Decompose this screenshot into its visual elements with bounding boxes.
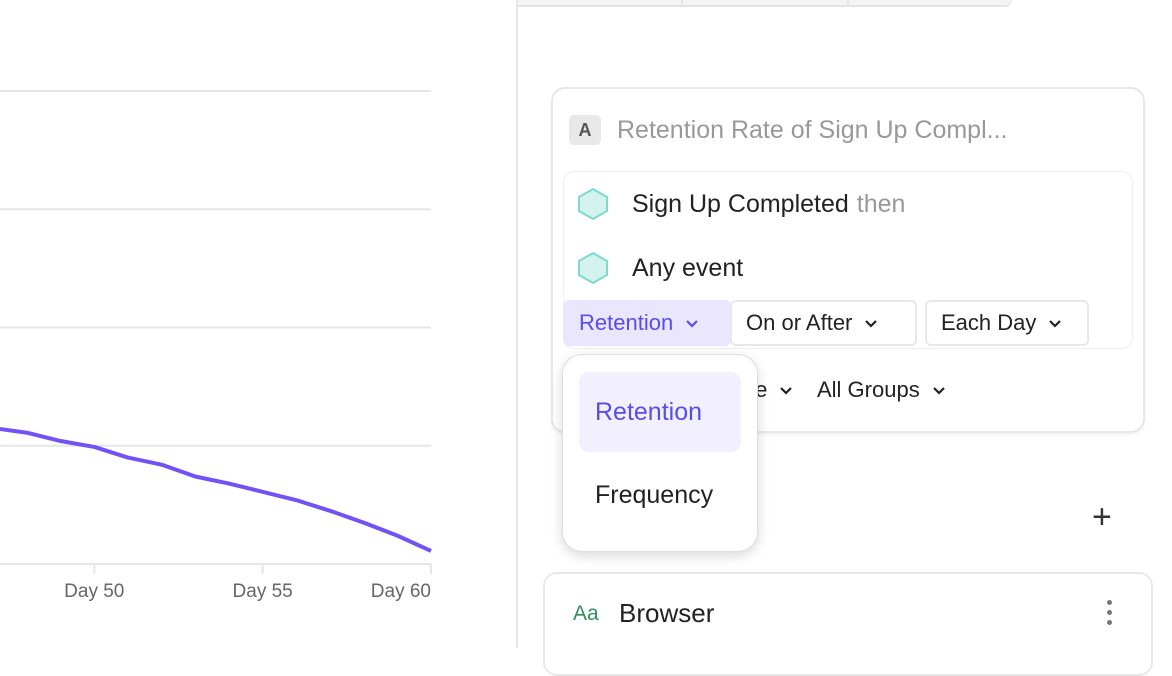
tab[interactable] [849, 0, 1012, 5]
metric-badge: A [569, 115, 601, 145]
criteria-select-label: On or After [746, 310, 853, 335]
event-row[interactable]: Sign Up Completed then [578, 188, 905, 220]
menu-item-frequency[interactable]: Frequency [595, 480, 714, 509]
x-tick-label: Day 50 [64, 581, 124, 602]
text-property-icon: Aa [573, 602, 599, 625]
more-options-icon[interactable] [1107, 600, 1113, 630]
interval-select[interactable]: Each Day [925, 300, 1089, 346]
type-select[interactable]: Retention [563, 300, 731, 346]
metric-card: A Retention Rate of Sign Up Compl... Sig… [551, 87, 1145, 433]
top-tabs [518, 0, 1012, 7]
event-name: Sign Up Completed [632, 189, 849, 218]
chevron-down-icon [865, 320, 878, 328]
interval-select-label: Each Day [941, 310, 1037, 335]
event-row[interactable]: Any event [578, 252, 743, 284]
event-hexagon-icon [578, 252, 608, 284]
chevron-down-icon [1049, 320, 1062, 328]
menu-item-retention[interactable]: Retention [579, 372, 741, 452]
event-name: Any event [632, 253, 744, 282]
groups-select[interactable]: All Groups [817, 377, 946, 403]
tab[interactable] [683, 0, 849, 5]
series-line [0, 426, 432, 553]
x-tick-label: Day 60 [371, 581, 431, 602]
retention-chart: Day 50 Day 55 Day 60 [0, 90, 432, 602]
criteria-select[interactable]: On or After [730, 300, 917, 346]
chevron-down-icon [780, 387, 793, 395]
breakdown-card[interactable]: Aa Browser [543, 572, 1153, 676]
event-hexagon-icon [578, 188, 608, 220]
breakdown-name: Browser [619, 598, 715, 628]
chevron-down-icon [932, 387, 945, 395]
metric-title[interactable]: Retention Rate of Sign Up Compl... [617, 116, 1008, 144]
events-box: Sign Up Completed then Any event [563, 171, 1133, 349]
panel-divider [516, 0, 518, 648]
event-then: then [856, 189, 906, 218]
add-breakdown-button[interactable]: + [1092, 498, 1112, 536]
x-tick-label: Day 55 [233, 581, 293, 602]
tab[interactable] [518, 0, 684, 5]
type-select-label: Retention [579, 310, 674, 335]
chevron-down-icon [686, 320, 698, 328]
groups-label: All Groups [817, 377, 920, 402]
type-dropdown-menu: Retention Frequency [562, 354, 758, 552]
